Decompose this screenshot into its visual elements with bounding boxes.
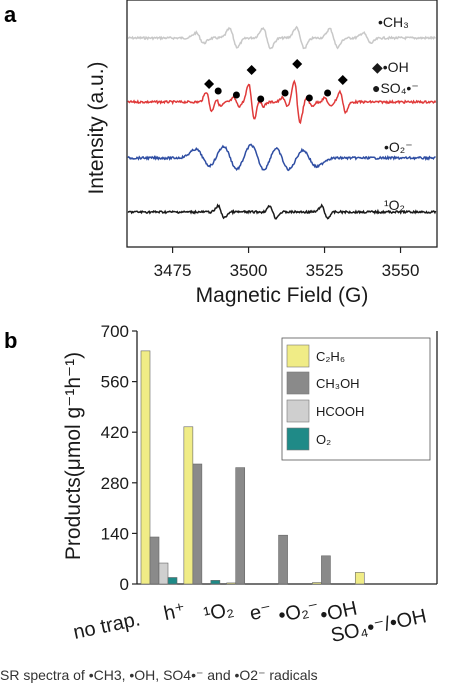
- bar-y-tick-label: 140: [101, 524, 129, 543]
- epr-trace-oh: [127, 79, 437, 125]
- bars: [140, 350, 365, 585]
- bar-y-tick-label: 280: [101, 474, 129, 493]
- epr-x-axis-title: Magnetic Field (G): [196, 284, 369, 307]
- epr-plot-frame: [126, 0, 438, 248]
- category-label: •O₂⁻: [276, 597, 321, 627]
- bar: [235, 467, 246, 585]
- so4-dot-marker: [305, 94, 313, 102]
- bar: [192, 463, 203, 585]
- so4-label: ●SO₄•⁻: [372, 80, 419, 96]
- epr-markers: [204, 59, 348, 103]
- epr-trace-singlet: [127, 203, 437, 220]
- bar-y-tick-label: 420: [101, 423, 129, 442]
- so4-dot-marker: [257, 95, 265, 103]
- epr-x-tick-label: 3500: [230, 261, 268, 280]
- epr-x-tick-label: 3525: [306, 261, 344, 280]
- ch3-label: •CH₃: [378, 14, 409, 30]
- singlet-o2-label: ¹O₂: [384, 197, 405, 213]
- bar: [226, 582, 237, 585]
- figure-caption: SR spectra of •CH3, •OH, SO4•⁻ and •O2⁻ …: [0, 667, 318, 683]
- epr-y-axis-title: Intensity (a.u.): [85, 61, 108, 194]
- legend-swatch-hcooh: [286, 399, 310, 423]
- bar: [149, 536, 160, 585]
- epr-traces: [127, 25, 437, 220]
- oh-diamond-marker: [292, 59, 303, 69]
- epr-x-tick-label: 3475: [154, 261, 192, 280]
- oh-diamond-symbol: ◆: [372, 59, 383, 75]
- bar: [167, 577, 178, 585]
- legend: C₂H₆ CH₃OH HCOOH O₂: [281, 337, 431, 461]
- oh-diamond-marker: [246, 65, 257, 75]
- so4-dot-marker: [214, 87, 222, 95]
- so4-dot-symbol: ●: [372, 80, 380, 96]
- epr-x-ticks: 3475 3500 3525 3550: [154, 247, 420, 280]
- category-label: ¹O₂: [202, 598, 236, 626]
- legend-label-o2: O₂: [316, 432, 331, 447]
- legend-label-hcooh: HCOOH: [316, 404, 364, 419]
- o2m-label: •O₂⁻: [384, 139, 413, 155]
- bar: [321, 555, 331, 585]
- legend-label-ch3oh: CH₃OH: [316, 376, 360, 391]
- panel-a-label: a: [4, 2, 17, 27]
- bar-y-tick-label: 0: [120, 575, 129, 594]
- category-label: h⁺: [162, 599, 188, 625]
- bar: [158, 562, 169, 585]
- so4-label-text: SO₄•⁻: [380, 80, 418, 96]
- so4-dot-marker: [281, 89, 289, 97]
- bar: [140, 350, 151, 585]
- panel-b-label: b: [4, 328, 17, 353]
- category-label: no trap.: [71, 608, 142, 644]
- bar: [312, 582, 322, 585]
- legend-label-c2h6: C₂H₆: [316, 349, 345, 364]
- oh-diamond-marker: [337, 75, 348, 85]
- oh-diamond-marker: [204, 79, 215, 89]
- bar: [210, 580, 221, 585]
- so4-dot-marker: [232, 91, 240, 99]
- bar-y-axis-title: Products(μmol g⁻¹h⁻¹): [62, 352, 85, 560]
- legend-swatch-o2: [286, 427, 310, 451]
- legend-swatch-ch3oh: [286, 371, 310, 395]
- epr-chart: 3475 3500 3525 3550 Magnetic Field (G) Inte…: [85, 0, 438, 307]
- oh-label-text: •OH: [383, 59, 409, 75]
- category-label: e⁻: [248, 599, 274, 625]
- bar-y-tick-label: 700: [101, 322, 129, 341]
- bar-y-tick-label: 560: [101, 373, 129, 392]
- bar: [183, 426, 194, 585]
- bar-y-ticks: 0 140 280 420 560 700: [101, 322, 137, 594]
- epr-trace-o2m: [127, 143, 436, 172]
- so4-dot-marker: [324, 89, 332, 97]
- legend-swatch-c2h6: [286, 344, 310, 368]
- oh-label: ◆•OH: [372, 59, 409, 75]
- bar: [278, 534, 288, 585]
- epr-x-tick-label: 3550: [382, 261, 420, 280]
- bar: [354, 572, 365, 585]
- epr-trace-ch3: [127, 25, 436, 50]
